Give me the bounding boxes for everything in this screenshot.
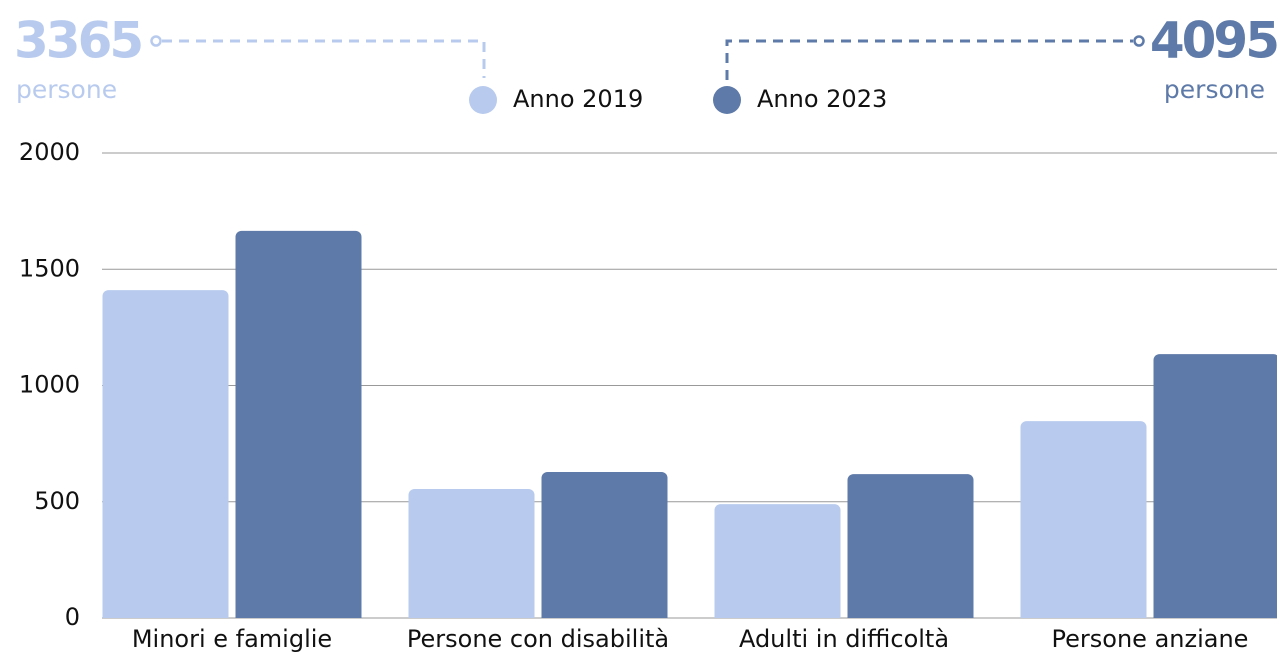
legend-label: Anno 2023 (757, 85, 887, 113)
x-tick-label: Adulti in difficoltà (739, 625, 949, 653)
bar-base (235, 612, 362, 618)
bar (847, 474, 974, 618)
bar (235, 230, 362, 618)
legend-swatch (469, 86, 497, 114)
y-tick-label: 2000 (19, 138, 80, 166)
y-tick-label: 1000 (19, 371, 80, 399)
bar (102, 290, 229, 618)
bar-base (1153, 612, 1277, 618)
bar (408, 488, 535, 618)
bar-base (408, 612, 535, 618)
bar-base (102, 612, 229, 618)
connector (162, 39, 486, 78)
bar-base (541, 612, 668, 618)
bar-base (714, 612, 841, 618)
bar-base (847, 612, 974, 618)
connector (725, 39, 1133, 80)
bar (1020, 421, 1147, 618)
bar-base (1020, 612, 1147, 618)
total-value: 3365 (14, 12, 141, 70)
connector-dot (150, 35, 162, 47)
x-tick-label: Persone con disabilità (407, 625, 669, 653)
x-tick-label: Minori e famiglie (132, 625, 332, 653)
bar (541, 471, 668, 618)
legend-label: Anno 2019 (513, 85, 643, 113)
y-tick-label: 0 (65, 603, 80, 631)
bar (1153, 354, 1277, 618)
connector-dot (1133, 35, 1145, 47)
bar (714, 504, 841, 618)
y-tick-label: 1500 (19, 254, 80, 282)
legend-swatch (713, 86, 741, 114)
y-tick-label: 500 (34, 487, 80, 515)
total-value: 4095 (1150, 12, 1277, 70)
total-unit: persone (16, 75, 117, 104)
total-unit: persone (1164, 75, 1265, 104)
x-tick-label: Persone anziane (1052, 625, 1249, 653)
